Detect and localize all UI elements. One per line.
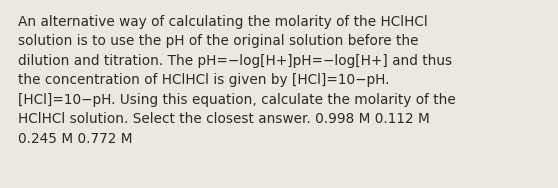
Text: solution is to use the pH of the original solution before the: solution is to use the pH of the origina… bbox=[18, 34, 418, 49]
Text: 0.245 M 0.772 M: 0.245 M 0.772 M bbox=[18, 132, 132, 146]
Text: dilution and titration. The pH=−log[H+]pH=−log[H+] and thus: dilution and titration. The pH=−log[H+]p… bbox=[18, 54, 452, 68]
Text: [HCl]=10−pH. Using this equation, calculate the molarity of the: [HCl]=10−pH. Using this equation, calcul… bbox=[18, 93, 456, 107]
Text: An alternative way of calculating the molarity of the HClHCl: An alternative way of calculating the mo… bbox=[18, 15, 428, 29]
Text: HClHCl solution. Select the closest answer. 0.998 M 0.112 M: HClHCl solution. Select the closest answ… bbox=[18, 112, 430, 126]
Text: the concentration of HClHCl is given by [HCl]=10−pH.: the concentration of HClHCl is given by … bbox=[18, 73, 389, 87]
